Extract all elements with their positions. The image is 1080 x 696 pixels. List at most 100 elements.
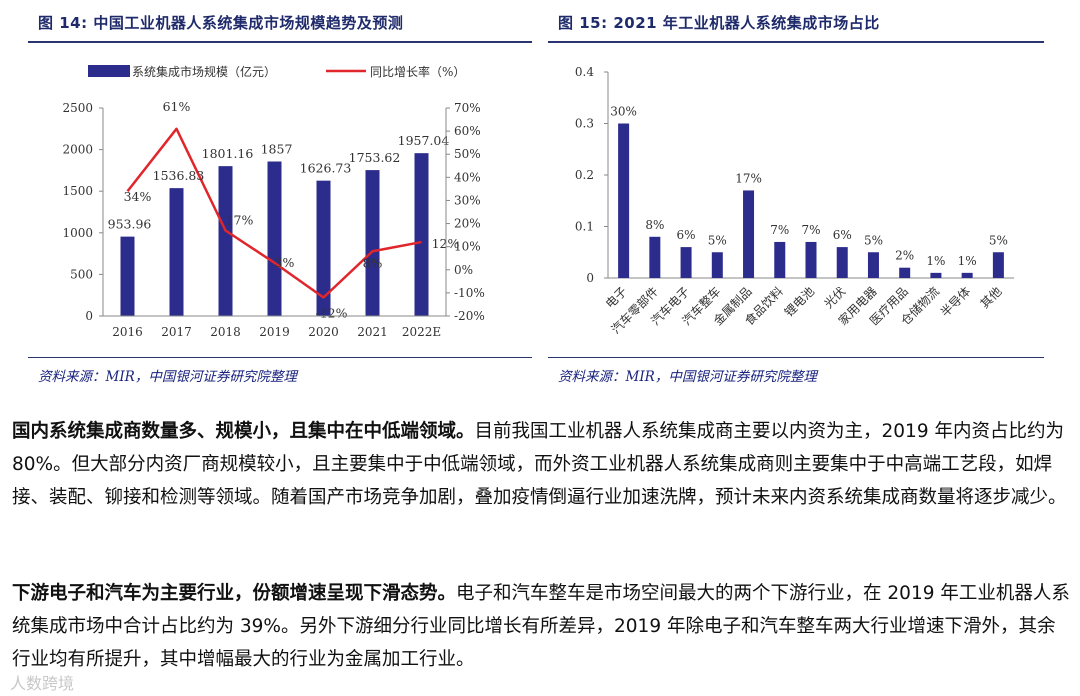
bar-data-label: 1801.16: [202, 146, 254, 161]
share-bar: [836, 247, 848, 278]
bar-data-label: 2%: [895, 249, 914, 263]
figure-14-legend: 系统集成市场规模（亿元） 同比增长率（%）: [88, 64, 465, 79]
bar-data-label: 1753.62: [349, 150, 401, 165]
y-tick-label: 0.2: [575, 168, 594, 182]
left-tick-label: 2500: [62, 101, 93, 115]
share-bar: [711, 252, 723, 278]
right-tick-label: -20%: [454, 309, 485, 323]
category-label: 光伏: [821, 284, 848, 311]
figure-15-top-rule: [548, 41, 1044, 43]
legend-bar-label: 系统集成市场规模（亿元）: [132, 64, 276, 79]
bar-market-size: [316, 180, 331, 316]
line-data-label: 34%: [124, 189, 152, 204]
category-label: 锂电池: [781, 284, 817, 320]
watermark: 人数跨境: [10, 674, 75, 693]
legend-line-label: 同比增长率（%）: [370, 64, 465, 79]
left-tick-label: 0: [85, 309, 93, 323]
paragraph-1-heading: 国内系统集成商数量多、规模小，且集中在中低端领域。: [12, 421, 475, 442]
figure-14-bottom-rule: [28, 357, 532, 358]
figure-15-title: 图 15: 2021 年工业机器人系统集成市场占比: [558, 14, 880, 32]
share-bar: [680, 247, 692, 278]
bar-market-size: [267, 161, 282, 316]
line-data-label: -12%: [315, 306, 347, 321]
line-data-label: 17%: [226, 212, 254, 227]
share-bar: [992, 252, 1004, 278]
bar-data-label: 7%: [770, 223, 789, 237]
paragraph-2-body: 电子和汽车整车是市场空间最大的两个下游行业，在 2019 年工业机器人系统集成市…: [12, 583, 1070, 670]
category-label: 其他: [978, 284, 1005, 311]
figure-14-top-rule: [28, 41, 532, 43]
bar-data-label: 953.96: [108, 217, 152, 232]
share-bar: [649, 236, 661, 278]
x-tick-label: 2017: [161, 325, 192, 339]
bar-market-size: [365, 170, 380, 316]
bar-data-label: 6%: [833, 228, 852, 242]
y-tick-label: 0.1: [575, 220, 594, 234]
share-bar: [618, 123, 630, 278]
left-tick-label: 1000: [62, 226, 93, 240]
figure-15-bottom-rule: [548, 357, 1044, 358]
line-data-label: 3%: [275, 255, 295, 270]
bar-market-size: [169, 188, 184, 316]
line-data-label: 8%: [363, 255, 383, 270]
right-tick-label: -10%: [454, 286, 485, 300]
y-tick-label: 0.3: [575, 117, 594, 131]
paragraph-1-body: 目前我国工业机器人系统集成商主要以内资为主，2019 年内资占比约为 80%。但…: [12, 421, 1067, 508]
bar-data-label: 5%: [708, 233, 727, 247]
right-tick-label: 0%: [454, 263, 473, 277]
right-tick-label: 10%: [454, 240, 481, 254]
bar-market-size: [120, 236, 135, 316]
right-tick-label: 50%: [454, 147, 481, 161]
left-tick-label: 2000: [62, 143, 93, 157]
bar-data-label: 30%: [610, 105, 637, 119]
x-tick-label: 2021: [357, 325, 388, 339]
x-tick-label: 2016: [112, 325, 143, 339]
right-tick-label: 70%: [454, 101, 481, 115]
share-bar: [867, 252, 879, 278]
line-data-label: 61%: [163, 99, 191, 114]
left-tick-label: 1500: [62, 184, 93, 198]
figure-14-chart: 系统集成市场规模（亿元） 同比增长率（%） 953.96 1536.83 1801.…: [62, 64, 485, 339]
bar-data-label: 1536.83: [153, 168, 205, 183]
bar-data-label: 6%: [677, 228, 696, 242]
bar-data-label: 17%: [735, 171, 762, 185]
figure-15-chart: 00.10.20.30.4电子汽车零部件汽车电子汽车整车金属制品食品饮料锂电池光…: [575, 65, 1014, 337]
figure-15-source: 资料来源：MIR，中国银河证券研究院整理: [558, 369, 817, 385]
bar-data-label: 1857: [261, 141, 293, 156]
right-tick-label: 30%: [454, 193, 481, 207]
category-label: 半导体: [938, 284, 973, 319]
bar-data-label: 8%: [645, 218, 664, 232]
paragraph-2: 下游电子和汽车为主要行业，份额增速呈现下滑态势。电子和汽车整车是市场空间最大的两…: [12, 577, 1072, 676]
bar-data-label: 1%: [926, 254, 945, 268]
bar-data-label: 5%: [989, 233, 1008, 247]
share-bar: [899, 267, 911, 278]
share-bar: [774, 241, 786, 278]
right-tick-label: 40%: [454, 170, 481, 184]
bar-data-label: 1%: [958, 254, 977, 268]
paragraph-2-heading: 下游电子和汽车为主要行业，份额增速呈现下滑态势。: [12, 583, 457, 604]
x-tick-label: 2019: [259, 325, 290, 339]
x-tick-label: 2020: [308, 325, 339, 339]
x-tick-label: 2022E: [402, 325, 441, 339]
share-bar: [743, 190, 755, 278]
share-bar: [961, 272, 973, 278]
x-tick-label: 2018: [210, 325, 241, 339]
paragraph-1: 国内系统集成商数量多、规模小，且集中在中低端领域。目前我国工业机器人系统集成商主…: [12, 415, 1072, 514]
share-bar: [930, 272, 942, 278]
bar-data-label: 7%: [801, 223, 820, 237]
bar-data-label: 1626.73: [300, 161, 352, 176]
share-bar: [805, 241, 817, 278]
bar-data-label: 5%: [864, 233, 883, 247]
right-tick-label: 60%: [454, 124, 481, 138]
bar-data-label: 1957.04: [398, 133, 450, 148]
left-tick-label: 500: [70, 267, 93, 281]
category-label: 电子: [603, 284, 630, 311]
legend-bar-swatch: [88, 65, 130, 77]
y-tick-label: 0.4: [575, 65, 594, 79]
figure-14-source: 资料来源：MIR，中国银河证券研究院整理: [38, 369, 297, 385]
right-tick-label: 20%: [454, 217, 481, 231]
figure-14-title: 图 14: 中国工业机器人系统集成市场规模趋势及预测: [38, 14, 404, 32]
y-tick-label: 0: [586, 271, 594, 285]
bar-market-size: [414, 153, 429, 316]
bar-market-size: [218, 166, 233, 316]
